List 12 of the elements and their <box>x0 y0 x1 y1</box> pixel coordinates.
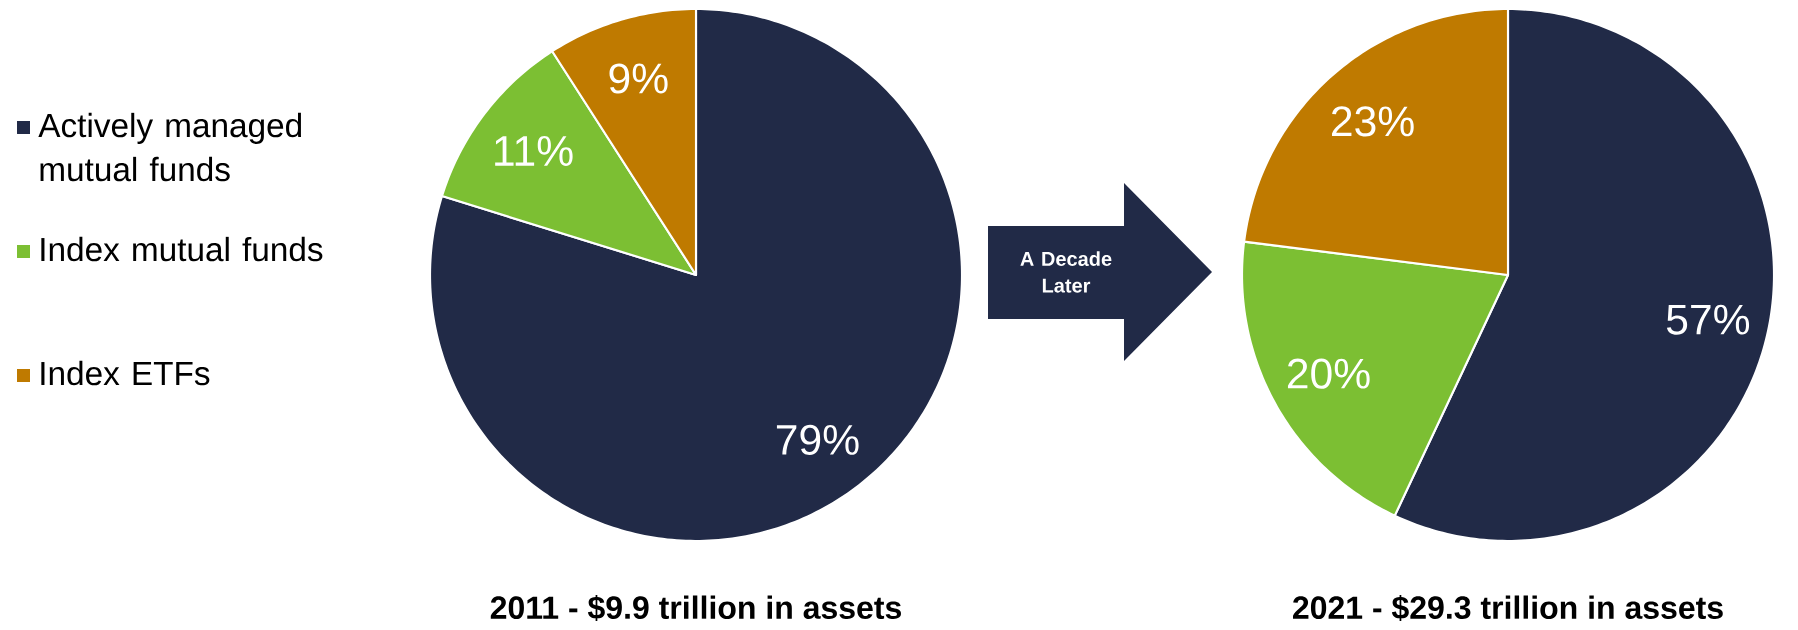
data-label: 20% <box>1287 358 1370 389</box>
data-label: 57% <box>1666 304 1750 335</box>
data-label: 23% <box>1332 106 1414 137</box>
data-label: 9% <box>609 63 668 94</box>
data-label: 79% <box>776 424 859 456</box>
legend-label: Actively managed mutual funds <box>38 112 302 182</box>
legend-label: Index ETFs <box>41 360 210 386</box>
text: A Decade Later <box>1020 251 1112 293</box>
legend-label: Index mutual funds <box>41 236 323 262</box>
text: 2021 - $29.3 trillion in assets <box>1293 594 1723 622</box>
text: 2011 - $9.9 trillion in assets <box>490 594 901 622</box>
data-label: 11% <box>495 136 573 166</box>
